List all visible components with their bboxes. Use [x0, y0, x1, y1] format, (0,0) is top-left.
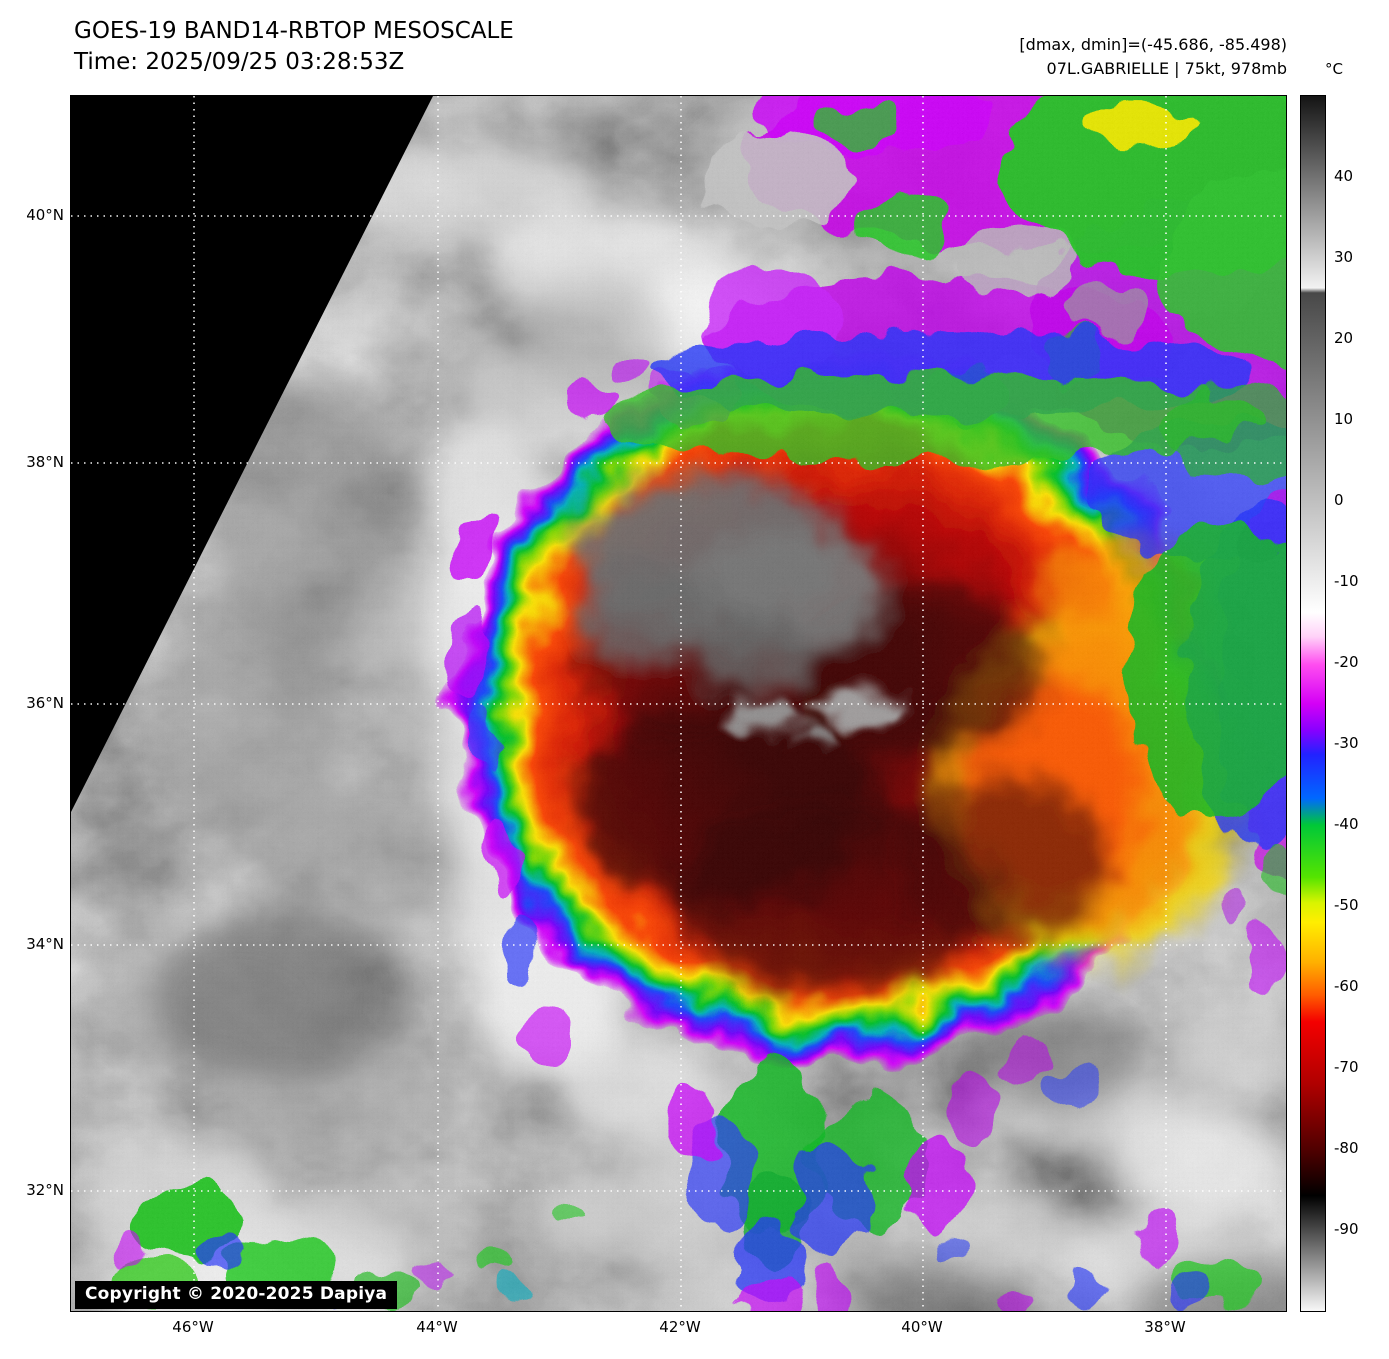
colorbar-tick-label: 20 — [1334, 329, 1354, 347]
header: GOES-19 BAND14-RBTOP MESOSCALE Time: 202… — [74, 16, 514, 78]
map-gridlines — [71, 96, 1286, 1311]
lat-label: 36°N — [26, 694, 64, 712]
copyright-badge: Copyright © 2020-2025 Dapiya — [75, 1281, 398, 1309]
colorbar-tick-label: -60 — [1334, 977, 1359, 995]
colorbar-tick-label: -90 — [1334, 1220, 1359, 1238]
colorbar-tick-label: -80 — [1334, 1139, 1359, 1157]
colorbar-tick-label: 10 — [1334, 410, 1354, 428]
colorbar-tick-label: -40 — [1334, 815, 1359, 833]
timestamp: Time: 2025/09/25 03:28:53Z — [74, 49, 405, 76]
colorbar-unit-label: °C — [1325, 60, 1343, 78]
colorbar-tick-label: 0 — [1334, 491, 1344, 509]
lon-label: 44°W — [416, 1318, 458, 1336]
lon-label: 40°W — [901, 1318, 943, 1336]
no-data-region — [71, 96, 433, 812]
lon-label: 46°W — [172, 1318, 214, 1336]
lon-label: 42°W — [659, 1318, 701, 1336]
satellite-map-image: Copyright © 2020-2025 Dapiya — [70, 95, 1287, 1312]
storm-info-readout: 07L.GABRIELLE | 75kt, 978mb — [1046, 59, 1287, 78]
colorbar-tick-label: -30 — [1334, 734, 1359, 752]
colorbar-tick-label: -70 — [1334, 1058, 1359, 1076]
colorbar-tick-label: 40 — [1334, 167, 1354, 185]
colorbar-tick-label: 30 — [1334, 248, 1354, 266]
lat-label: 38°N — [26, 453, 64, 471]
colorbar-tick-label: -20 — [1334, 653, 1359, 671]
page-title: GOES-19 BAND14-RBTOP MESOSCALE — [74, 18, 514, 44]
lat-label: 34°N — [26, 935, 64, 953]
lat-label: 32°N — [26, 1181, 64, 1199]
lat-label: 40°N — [26, 206, 64, 224]
colorbar-tick-label: -50 — [1334, 896, 1359, 914]
satellite-imagery — [71, 96, 1286, 1311]
temperature-colorbar — [1300, 95, 1326, 1312]
colorbar-tick-label: -10 — [1334, 572, 1359, 590]
storm-readout: [dmax, dmin]=(-45.686, -85.498) 07L.GABR… — [1019, 33, 1287, 81]
lon-label: 38°W — [1144, 1318, 1186, 1336]
dmax-dmin-readout: [dmax, dmin]=(-45.686, -85.498) — [1019, 35, 1287, 54]
